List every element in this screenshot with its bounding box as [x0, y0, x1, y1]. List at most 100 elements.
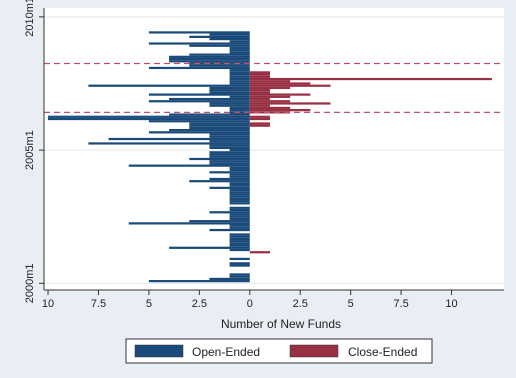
- y-tick-label-0: 2000m1: [24, 263, 36, 303]
- bar-open-91: [169, 57, 250, 61]
- bar-open-98: [148, 42, 250, 45]
- bar-open-43: [128, 164, 250, 167]
- bar-open-97: [189, 44, 250, 47]
- x-tick-label-1: 7.5: [91, 298, 106, 310]
- bar-open-30: [229, 193, 250, 196]
- bar-open-12: [229, 237, 250, 241]
- bar-open-85: [229, 71, 250, 74]
- bar-close-15: [249, 89, 270, 92]
- bar-open-21: [229, 215, 250, 218]
- bar-open-50: [229, 149, 250, 152]
- bar-open-84: [229, 73, 250, 76]
- x-tick-label-4: 0: [247, 298, 253, 310]
- bar-open-103: [148, 31, 250, 34]
- bar-open-58: [148, 131, 250, 134]
- x-tick-label-8: 10: [445, 298, 457, 310]
- bar-open-1: [209, 277, 250, 281]
- bar-open-92: [169, 55, 250, 58]
- bar-open-79: [88, 84, 250, 87]
- bar-open-78: [209, 86, 250, 90]
- bar-open-94: [229, 51, 250, 54]
- legend-label-close-ended: Close-Ended: [348, 345, 417, 359]
- axes: 10 7.5 5 2.5 0 2.5 5 7.5 10 2000m1 2005m1 2010m1: [24, 0, 504, 310]
- bar-open-72: [148, 100, 250, 103]
- bar-close-18: [249, 82, 311, 85]
- bar-close-16: [249, 86, 291, 90]
- bar-close-7: [249, 106, 291, 110]
- x-tick-label-7: 7.5: [393, 298, 408, 310]
- bar-open-13: [229, 235, 250, 238]
- bar-close-12: [249, 95, 291, 98]
- bar-open-88: [189, 64, 250, 67]
- bar-open-22: [229, 213, 250, 216]
- legend: Open-Ended Close-Ended: [125, 338, 433, 364]
- bar-open-20: [229, 217, 250, 221]
- bar-open-8: [169, 246, 250, 249]
- bar-open-24: [229, 208, 250, 212]
- bar-open-51: [209, 146, 250, 149]
- bar-open-60: [189, 126, 250, 130]
- bar-close-23: [249, 71, 270, 74]
- grid: [44, 16, 504, 284]
- bar-open-65: [48, 115, 250, 118]
- bar-open-70: [209, 104, 250, 107]
- bar-open-11: [229, 240, 250, 243]
- bar-open-28: [229, 197, 250, 201]
- bar-open-52: [209, 144, 250, 147]
- bar-open-61: [189, 124, 250, 127]
- plot-background: [44, 8, 504, 290]
- x-tick-label-0: 10: [42, 298, 54, 310]
- bar-close-11: [249, 97, 270, 101]
- bar-open-19: [189, 220, 250, 223]
- bar-close-14: [249, 91, 270, 94]
- bar-open-35: [229, 182, 250, 185]
- bar-open-3: [229, 273, 250, 276]
- bar-open-55: [108, 137, 250, 141]
- bar-open-15: [209, 228, 250, 232]
- bar-open-40: [209, 171, 250, 174]
- x-tick-label-5: 2.5: [293, 298, 308, 310]
- bar-open-63: [148, 120, 250, 123]
- bar-open-17: [229, 224, 250, 227]
- bar-open-66: [169, 113, 250, 116]
- bar-open-99: [229, 40, 250, 43]
- bar-close-21: [249, 75, 270, 78]
- bar-open-18: [128, 222, 250, 225]
- x-tick-label-6: 5: [348, 298, 354, 310]
- bar-open-95: [229, 49, 250, 52]
- bar-open-6: [229, 257, 250, 261]
- bars: [48, 31, 492, 283]
- bar-open-39: [229, 173, 250, 176]
- x-axis-title: Number of New Funds: [221, 317, 341, 331]
- bar-open-0: [148, 280, 250, 283]
- bar-open-23: [209, 211, 250, 214]
- bar-open-59: [169, 129, 250, 132]
- bar-open-37: [209, 177, 250, 181]
- x-tick-label-3: 2.5: [192, 298, 207, 310]
- bar-open-29: [229, 195, 250, 198]
- reference-lines: [44, 62, 504, 113]
- bar-open-25: [229, 206, 250, 209]
- bar-open-48: [209, 153, 250, 156]
- bar-open-54: [209, 140, 250, 143]
- bar-open-36: [189, 180, 250, 183]
- bar-open-14: [229, 233, 250, 236]
- bar-open-16: [229, 226, 250, 229]
- y-tick-label-1: 2005m1: [24, 130, 36, 170]
- bar-open-68: [229, 109, 250, 112]
- x-tick-label-2: 5: [146, 298, 152, 310]
- bar-open-38: [229, 175, 250, 178]
- bar-open-62: [189, 122, 250, 125]
- bar-open-75: [148, 93, 250, 96]
- bar-open-33: [209, 186, 250, 189]
- bar-open-31: [229, 191, 250, 194]
- bar-open-57: [209, 133, 250, 136]
- y-tick-label-2: 2010m1: [24, 0, 36, 37]
- bar-open-56: [209, 135, 250, 138]
- bar-open-34: [229, 184, 250, 187]
- bar-open-2: [229, 275, 250, 278]
- bar-open-102: [209, 33, 250, 36]
- bar-open-46: [189, 157, 250, 161]
- bar-open-45: [209, 160, 250, 163]
